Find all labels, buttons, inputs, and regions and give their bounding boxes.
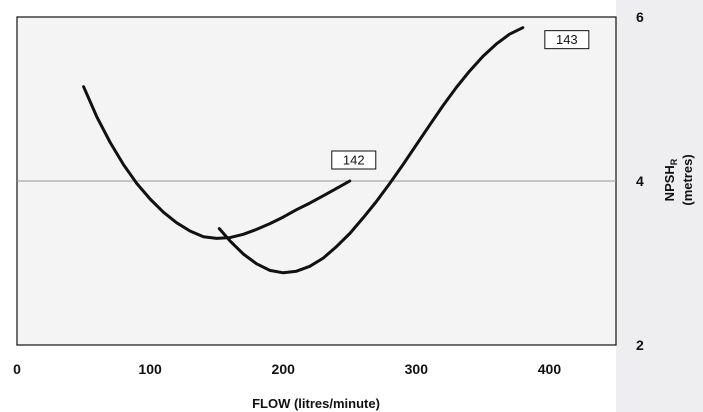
- side-panel: [616, 0, 703, 412]
- y-tick-label: 4: [636, 173, 644, 189]
- callout-box: [331, 150, 377, 170]
- y-axis-title-subscript: R: [669, 158, 679, 165]
- callout-box: [544, 30, 590, 50]
- callout-label: 142: [343, 153, 365, 168]
- callout-label: 143: [556, 32, 578, 47]
- x-tick-label: 400: [538, 361, 562, 377]
- y-tick-label: 6: [636, 9, 644, 25]
- callout-142: 142: [331, 150, 377, 170]
- x-tick-label: 200: [272, 361, 296, 377]
- y-axis-title: NPSHR (metres): [662, 154, 695, 205]
- y-axis-title-main: NPSHR: [662, 158, 679, 201]
- y-tick-label: 2: [636, 337, 644, 353]
- curves-group: [82, 26, 525, 275]
- y-axis-title-units: (metres): [680, 154, 695, 205]
- callout-143: 143: [544, 30, 590, 50]
- curve-142: [82, 85, 352, 240]
- y-axis-title-npsh: NPSH: [662, 165, 677, 201]
- x-tick-label: 300: [405, 361, 429, 377]
- x-tick-label: 0: [13, 361, 21, 377]
- x-axis-title: FLOW (litres/minute): [252, 396, 380, 411]
- y-tick-labels: 2 4 6: [636, 9, 644, 353]
- x-tick-label: 100: [138, 361, 162, 377]
- curve-143: [217, 26, 525, 275]
- x-tick-labels: 0 100 200 300 400: [13, 361, 561, 377]
- callouts-group: 142 143: [331, 30, 590, 170]
